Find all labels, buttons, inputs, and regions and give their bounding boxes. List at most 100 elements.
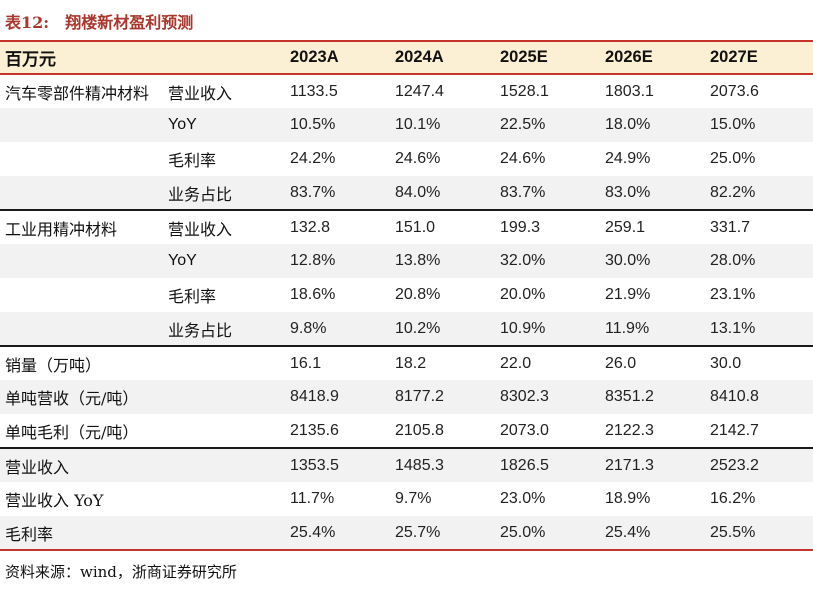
cell-value: 83.7% xyxy=(290,183,336,201)
cell-value: 13.8% xyxy=(395,252,441,269)
cell-value: 1247.4 xyxy=(395,82,444,100)
row-label xyxy=(0,278,163,312)
cell-value: 199.3 xyxy=(498,209,603,244)
cell-value: 11.7% xyxy=(290,490,335,507)
cell-value: 24.6% xyxy=(395,150,441,167)
cell-value: 151.0 xyxy=(393,209,498,244)
row-sublabel: 业务占比 xyxy=(168,320,233,340)
cell-value: 8302.3 xyxy=(500,388,549,405)
cell-value: 18.0% xyxy=(605,116,651,133)
table-header: 百万元 2023A 2024A 2025E 2026E 2027E xyxy=(0,40,813,75)
row-label: 毛利率 xyxy=(0,516,163,551)
row-sublabel xyxy=(163,482,288,516)
cell-value: 10.2% xyxy=(395,319,441,337)
cell-value: 2073.6 xyxy=(710,82,759,100)
cell-value: 1803.1 xyxy=(605,82,654,100)
table-row: YoY 12.8% 13.8% 32.0% 30.0% 28.0% xyxy=(0,244,813,278)
row-sublabel: 毛利率 xyxy=(168,151,217,170)
row-sublabel: YoY xyxy=(168,116,197,133)
column-header: 2025E xyxy=(498,40,603,75)
cell-value: 132.8 xyxy=(288,209,393,244)
row-label xyxy=(0,108,163,142)
row-label: 汽车零部件精冲材料 xyxy=(5,83,150,103)
table-row: 汽车零部件精冲材料 营业收入 1133.5 1247.4 1528.1 1803.1 207… xyxy=(0,74,813,108)
cell-value: 1485.3 xyxy=(393,447,498,482)
cell-value: 11.9% xyxy=(605,319,650,337)
cell-value: 24.9% xyxy=(605,150,651,167)
cell-value: 1353.5 xyxy=(288,447,393,482)
cell-value: 2105.8 xyxy=(395,421,444,439)
cell-value: 259.1 xyxy=(603,209,708,244)
row-sublabel: 营业收入 xyxy=(163,209,288,244)
cell-value: 1826.5 xyxy=(498,447,603,482)
table-row: 单吨营收（元/吨） 8418.9 8177.2 8302.3 8351.2 8410.8 xyxy=(0,380,813,414)
table-row: 工业用精冲材料 营业收入 132.8 151.0 199.3 259.1 331.7 xyxy=(0,209,813,244)
cell-value: 16.1 xyxy=(288,345,393,380)
cell-value: 20.0% xyxy=(500,286,546,303)
row-sublabel: 毛利率 xyxy=(168,287,217,306)
cell-value: 8418.9 xyxy=(290,388,339,405)
table-row: 营业收入 YoY 11.7% 9.7% 23.0% 18.9% 16.2% xyxy=(0,482,813,516)
row-label xyxy=(0,244,163,278)
table-row: 销量（万吨） 16.1 18.2 22.0 26.0 30.0 xyxy=(0,345,813,380)
cell-value: 25.4% xyxy=(288,516,393,551)
row-label: 工业用精冲材料 xyxy=(0,209,163,244)
cell-value: 2142.7 xyxy=(710,421,759,439)
cell-value: 15.0% xyxy=(710,116,756,133)
table-number: 表12: xyxy=(5,13,50,32)
cell-value: 16.2% xyxy=(710,490,756,507)
table-row: 单吨毛利（元/吨） 2135.6 2105.8 2073.0 2122.3 2142.7 xyxy=(0,414,813,448)
row-sublabel xyxy=(163,516,288,551)
cell-value: 12.8% xyxy=(290,252,336,269)
cell-value: 23.0% xyxy=(500,490,546,507)
table-row: 毛利率 18.6% 20.8% 20.0% 21.9% 23.1% xyxy=(0,278,813,312)
cell-value: 25.0% xyxy=(710,150,756,167)
row-label: 单吨营收（元/吨） xyxy=(5,389,139,408)
table-name: 翔楼新材盈利预测 xyxy=(65,13,194,32)
column-header: 2027E xyxy=(708,40,813,75)
cell-value: 22.5% xyxy=(500,116,546,133)
cell-value: 30.0 xyxy=(708,345,813,380)
cell-value: 25.7% xyxy=(393,516,498,551)
cell-value: 331.7 xyxy=(708,209,813,244)
cell-value: 13.1% xyxy=(710,319,756,337)
unit-label: 百万元 xyxy=(0,40,288,75)
row-sublabel xyxy=(163,447,288,482)
cell-value: 30.0% xyxy=(605,252,651,269)
cell-value: 24.2% xyxy=(290,150,336,167)
cell-value: 18.2 xyxy=(393,345,498,380)
source-note: 资料来源：wind，浙商证券研究所 xyxy=(5,563,237,581)
cell-value: 2073.0 xyxy=(500,421,549,439)
cell-value: 8410.8 xyxy=(710,388,759,405)
cell-value: 2171.3 xyxy=(603,447,708,482)
cell-value: 10.9% xyxy=(500,319,546,337)
cell-value: 22.0 xyxy=(498,345,603,380)
header-row: 百万元 2023A 2024A 2025E 2026E 2027E xyxy=(0,40,813,75)
cell-value: 18.6% xyxy=(290,286,336,303)
cell-value: 1528.1 xyxy=(500,82,549,100)
cell-value: 25.4% xyxy=(603,516,708,551)
row-label: 营业收入 xyxy=(0,447,163,482)
cell-value: 82.2% xyxy=(710,183,756,201)
row-sublabel xyxy=(163,345,288,380)
row-label xyxy=(0,142,163,176)
row-label: 单吨毛利（元/吨） xyxy=(5,422,139,442)
cell-value: 2523.2 xyxy=(708,447,813,482)
row-sublabel xyxy=(163,380,288,414)
row-label: 营业收入 YoY xyxy=(5,491,104,510)
cell-value: 10.5% xyxy=(290,116,336,133)
cell-value: 8351.2 xyxy=(605,388,654,405)
cell-value: 83.0% xyxy=(605,183,651,201)
cell-value: 32.0% xyxy=(500,252,546,269)
cell-value: 2135.6 xyxy=(290,421,339,439)
row-sublabel xyxy=(163,414,288,448)
cell-value: 83.7% xyxy=(500,183,546,201)
cell-value: 23.1% xyxy=(710,286,756,303)
column-header: 2023A xyxy=(288,40,393,75)
profit-forecast-table: 百万元 2023A 2024A 2025E 2026E 2027E 汽车零部件精冲材料营… xyxy=(0,40,813,551)
row-sublabel: 营业收入 xyxy=(168,83,233,103)
cell-value: 2122.3 xyxy=(605,421,654,439)
cell-value: 10.1% xyxy=(395,116,441,133)
cell-value: 26.0 xyxy=(603,345,708,380)
row-label xyxy=(0,176,163,210)
